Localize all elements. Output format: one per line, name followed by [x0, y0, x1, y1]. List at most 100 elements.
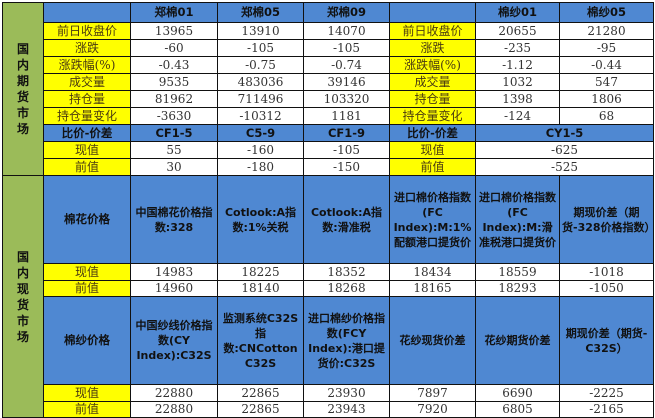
value-cell: 6805	[475, 401, 560, 418]
value-cell: 22880	[130, 401, 218, 418]
value-cell: -1018	[559, 263, 654, 281]
column-header: CF1-9	[303, 124, 390, 142]
row-label: 前日收盘价	[43, 22, 131, 40]
value-cell: 1032	[475, 73, 560, 91]
column-header: 期现价差（期货-C32S）	[559, 296, 654, 385]
value-cell: -124	[475, 107, 560, 125]
table-row: 持仓量 81962 711496 103320 持仓量 1398 1806	[3, 90, 654, 108]
row-label: 现值	[43, 263, 131, 281]
row-label: 现值	[43, 141, 131, 159]
column-header	[389, 2, 476, 23]
column-header: 中国棉花价格指数:328	[130, 175, 218, 264]
value-cell: 1806	[559, 90, 654, 108]
column-header: 中国纱线价格指数(CY Index):C32S	[130, 296, 218, 385]
row-label: 涨跌幅(%)	[43, 56, 131, 74]
column-header: 花纱期货价差	[475, 296, 560, 385]
value-cell: 103320	[303, 90, 390, 108]
value-cell: 7897	[389, 384, 476, 402]
value-cell: -0.75	[217, 56, 304, 74]
row-label: 现值	[389, 141, 476, 159]
column-header: 进口棉纱价格指数(FCY Index):港口提货价:C32S	[303, 296, 390, 385]
row-label: 前值	[43, 158, 131, 176]
column-header: 郑棉05	[217, 2, 304, 23]
value-cell: -3630	[130, 107, 218, 125]
value-cell: 14070	[303, 22, 390, 40]
value-cell: 18434	[389, 263, 476, 281]
value-cell: 68	[559, 107, 654, 125]
value-cell: 22865	[217, 384, 304, 402]
value-cell: -235	[475, 39, 560, 57]
column-header: Cotlook:A指数:滑准税	[303, 175, 390, 264]
column-header: 花纱现货价差	[389, 296, 476, 385]
row-label: 涨跌	[389, 39, 476, 57]
value-cell: 18352	[303, 263, 390, 281]
spot-section-label: 国内现货市场	[2, 175, 44, 418]
value-cell: 22880	[130, 384, 218, 402]
row-label: 前值	[389, 158, 476, 176]
row-label: 持仓量变化	[43, 107, 131, 125]
value-cell: 20655	[475, 22, 560, 40]
value-cell: -625	[475, 141, 654, 159]
value-cell: 21280	[559, 22, 654, 40]
column-header: CY1-5	[475, 124, 654, 142]
value-cell: 22865	[217, 401, 304, 418]
row-label: 持仓量	[43, 90, 131, 108]
column-header: Cotlook:A指数:1%关税	[217, 175, 304, 264]
table-row: 现值 14983 18225 18352 18434 18559 -1018	[3, 263, 654, 281]
value-cell: 18225	[217, 263, 304, 281]
value-cell: -160	[217, 141, 304, 159]
value-cell: 30	[130, 158, 218, 176]
row-label: 前值	[43, 280, 131, 297]
row-label: 涨跌	[43, 39, 131, 57]
table-row: 现值 22880 22865 23930 7897 6690 -2225	[3, 384, 654, 402]
value-cell: -105	[303, 39, 390, 57]
value-cell: -1.12	[475, 56, 560, 74]
value-cell: -0.43	[130, 56, 218, 74]
value-cell: -60	[130, 39, 218, 57]
value-cell: 547	[559, 73, 654, 91]
value-cell: -525	[475, 158, 654, 176]
value-cell: 1398	[475, 90, 560, 108]
row-label: 现值	[43, 384, 131, 402]
column-header: 郑棉01	[130, 2, 218, 23]
value-cell: -1050	[559, 280, 654, 297]
value-cell: -2165	[559, 401, 654, 418]
value-cell: -105	[303, 141, 390, 159]
value-cell: 14983	[130, 263, 218, 281]
row-label: 持仓量	[389, 90, 476, 108]
value-cell: 14960	[130, 280, 218, 297]
row-label: 持仓量变化	[389, 107, 476, 125]
table-row: 现值 55 -160 -105 现值 -625	[3, 141, 654, 159]
value-cell: 81962	[130, 90, 218, 108]
value-cell: -0.74	[303, 56, 390, 74]
table-row: 前值 22880 22865 23943 7920 6805 -2165	[3, 401, 654, 418]
column-header: 棉纱01	[475, 2, 560, 23]
futures-section-label: 国内期货市场	[2, 2, 44, 176]
table-row: 前日收盘价 13965 13910 14070 前日收盘价 20655 21280	[3, 22, 654, 40]
value-cell: 483036	[217, 73, 304, 91]
value-cell: -95	[559, 39, 654, 57]
table-row: 前值 30 -180 -150 前值 -525	[3, 158, 654, 176]
value-cell: 39146	[303, 73, 390, 91]
value-cell: 18268	[303, 280, 390, 297]
row-label: 成交量	[389, 73, 476, 91]
yarn-price-label: 棉纱价格	[43, 296, 131, 385]
futures-header-row: 国内期货市场 郑棉01 郑棉05 郑棉09 棉纱01 棉纱05	[2, 2, 654, 176]
value-cell: -10312	[217, 107, 304, 125]
table-row: 涨跌 -60 -105 -105 涨跌 -235 -95	[3, 39, 654, 57]
column-header: 郑棉09	[303, 2, 390, 23]
value-cell: 55	[130, 141, 218, 159]
value-cell: 18559	[475, 263, 560, 281]
column-header: C5-9	[217, 124, 304, 142]
spread-label: 比价-价差	[43, 124, 131, 142]
value-cell: -105	[217, 39, 304, 57]
spread-label: 比价-价差	[389, 124, 476, 142]
column-header: 进口棉价格指数(FC Index):M:1%配额港口提货价	[389, 175, 476, 264]
value-cell: 18165	[389, 280, 476, 297]
value-cell: 6690	[475, 384, 560, 402]
value-cell: -0.44	[559, 56, 654, 74]
value-cell: 13965	[130, 22, 218, 40]
value-cell: 1181	[303, 107, 390, 125]
row-label: 成交量	[43, 73, 131, 91]
value-cell: 18293	[475, 280, 560, 297]
